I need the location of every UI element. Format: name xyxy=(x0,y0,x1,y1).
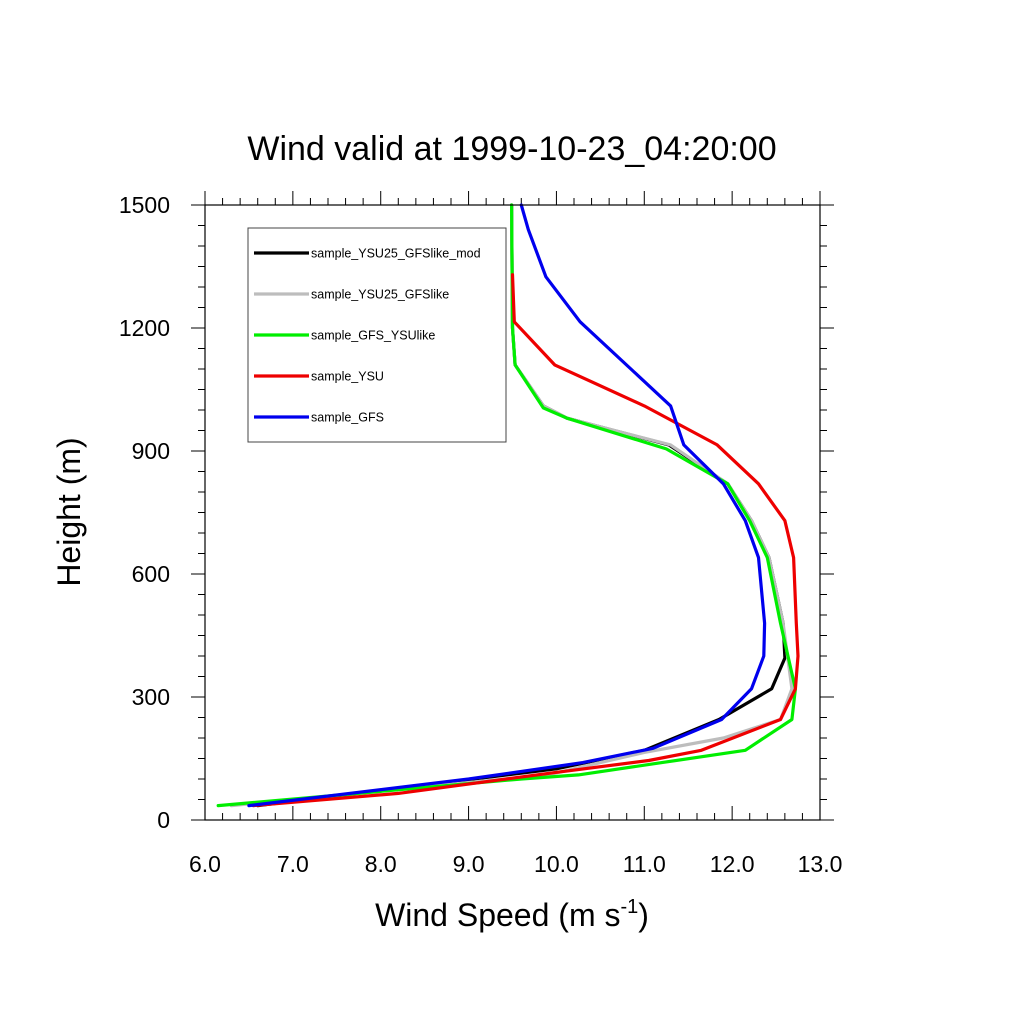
series-line xyxy=(216,203,798,808)
chart-title: Wind valid at 1999-10-23_04:20:00 xyxy=(247,130,776,168)
legend-label: sample_GFS xyxy=(311,411,384,425)
x-tick-label: 6.0 xyxy=(189,851,221,877)
plot-frame xyxy=(204,204,821,821)
legend-label: sample_YSU25_GFSlike_mod xyxy=(311,247,481,261)
series-line xyxy=(251,273,800,808)
x-tick-label: 9.0 xyxy=(453,851,485,877)
y-tick-label: 900 xyxy=(132,438,170,464)
y-axis-label: Height (m) xyxy=(51,437,87,586)
x-tick-label: 12.0 xyxy=(710,851,755,877)
legend-label: sample_GFS_YSUlike xyxy=(311,329,435,343)
y-tick-label: 0 xyxy=(157,807,170,833)
legend-label: sample_YSU25_GFSlike xyxy=(311,288,449,302)
y-tick-label: 300 xyxy=(132,684,170,710)
x-tick-label: 7.0 xyxy=(277,851,309,877)
series-lines xyxy=(216,203,800,808)
x-tick-labels: 6.0 7.0 8.0 9.0 10.0 11.0 12.0 13.0 xyxy=(189,851,842,877)
x-tick-label: 10.0 xyxy=(534,851,579,877)
x-tick-label: 13.0 xyxy=(798,851,843,877)
x-tick-label: 11.0 xyxy=(623,851,666,877)
x-tick-label: 8.0 xyxy=(365,851,397,877)
legend: sample_YSU25_GFSlike_mod sample_YSU25_GFS… xyxy=(247,227,507,443)
series-line xyxy=(247,203,767,808)
y-tick-label: 1200 xyxy=(119,315,170,341)
y-tick-labels: 0 300 600 900 1200 1500 xyxy=(119,192,170,833)
x-axis-label: Wind Speed (m s-1) xyxy=(375,896,649,933)
legend-label: sample_YSU xyxy=(311,370,384,384)
y-tick-label: 1500 xyxy=(119,192,170,218)
y-tick-label: 600 xyxy=(132,561,170,587)
axis-ticks xyxy=(191,191,834,821)
